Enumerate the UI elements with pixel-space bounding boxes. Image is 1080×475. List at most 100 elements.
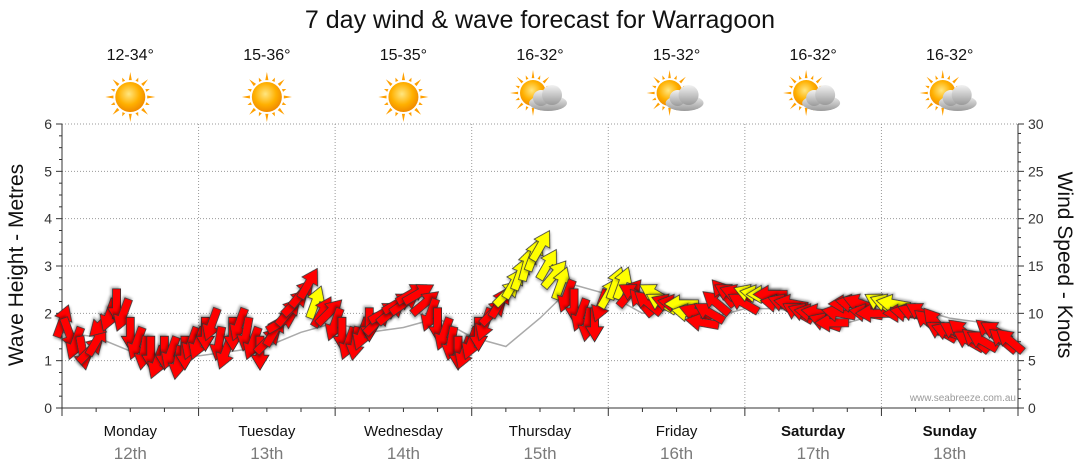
day-date-label: 13th	[250, 444, 283, 463]
sun-ray	[798, 75, 802, 80]
day-name-label: Monday	[104, 423, 158, 440]
sun-ray	[112, 107, 120, 115]
sun-ray	[110, 89, 116, 92]
cloud-shape	[938, 85, 977, 111]
weather-day-sunday: 16-32°	[919, 47, 977, 116]
sun-ray	[810, 75, 814, 80]
y-tick-left-label: 4	[44, 211, 52, 227]
day-name-label: Friday	[656, 423, 698, 440]
y-tick-right-label: 25	[1028, 163, 1044, 179]
weather-row: 12-34° 15-36° 15-35° 16-32° 15-32° 16-32° 16-3…	[105, 47, 977, 122]
cloud-shape	[529, 85, 567, 111]
sun-rays	[105, 72, 156, 122]
day-name-label: Thursday	[509, 423, 572, 440]
sun-ray	[283, 95, 292, 99]
chart-title: 7 day wind & wave forecast for Warragoon	[305, 6, 775, 34]
sun-ray	[281, 102, 287, 105]
sun-ray	[145, 102, 150, 105]
sun-ray	[789, 102, 797, 110]
sun-ray	[783, 91, 792, 95]
sun-ray	[788, 85, 793, 89]
cloud-puff	[542, 85, 562, 105]
sun-ray	[525, 75, 529, 80]
sun-ray	[265, 113, 269, 122]
sun-ray	[537, 75, 541, 80]
sun-ray	[925, 85, 930, 89]
day-date-label: 16th	[660, 444, 693, 463]
sun-ray	[135, 77, 139, 82]
y-tick-right-label: 15	[1028, 258, 1044, 274]
sun-ray	[249, 107, 256, 115]
y-tick-right-label: 20	[1028, 211, 1044, 227]
sun-ray	[378, 95, 387, 99]
sun-ray	[408, 112, 412, 117]
weather-day-monday: 12-34°	[105, 47, 156, 122]
sun-ray	[668, 107, 671, 116]
sun-ray	[662, 75, 666, 80]
temperature-range: 15-32°	[653, 47, 700, 64]
sun-ray	[277, 79, 285, 87]
sun-ray	[935, 106, 939, 111]
sun-ray	[112, 79, 120, 87]
sun-ray	[110, 102, 116, 105]
sun-ray	[271, 77, 275, 82]
sun-ray	[789, 76, 797, 84]
sun-ray	[281, 89, 287, 92]
sun-ray	[147, 95, 156, 99]
sun-ray	[926, 76, 934, 84]
sun-ray	[662, 106, 666, 111]
sun-ray	[401, 113, 405, 122]
cloud-puff	[815, 85, 836, 105]
y-tick-left-label: 5	[44, 163, 52, 179]
sun-ray	[141, 79, 148, 87]
sun-ray	[653, 102, 660, 110]
partly-cloudy-icon	[510, 70, 567, 116]
sun-ray	[952, 76, 959, 84]
sun-icon	[105, 72, 156, 122]
weather-day-tuesday: 15-36°	[241, 47, 292, 122]
temperature-range: 16-32°	[516, 47, 563, 64]
sun-ray	[277, 107, 285, 115]
sun-disc	[251, 82, 282, 112]
sun-ray	[652, 85, 657, 89]
axes: 0 1 2 3 4 5 6 0 5 10 15 20 25 30	[44, 116, 1044, 416]
partly-cloudy-icon	[919, 70, 977, 116]
y-tick-left-label: 3	[44, 258, 52, 274]
y-tick-left-label: 2	[44, 305, 52, 321]
sun-ray	[418, 89, 423, 92]
sun-ray	[418, 102, 423, 105]
sun-ray	[128, 113, 132, 122]
y-tick-right-label: 30	[1028, 116, 1044, 132]
sun-ray	[941, 70, 945, 79]
cloud-shape	[802, 85, 841, 111]
sun-ray	[788, 97, 793, 101]
sun-ray	[258, 112, 262, 117]
sun-ray	[516, 76, 524, 84]
sun-ray	[926, 102, 934, 110]
sun-ray	[408, 77, 412, 82]
sun-ray	[510, 91, 519, 95]
sun-ray	[531, 70, 535, 79]
sun-ray	[531, 107, 535, 116]
sun-ray	[420, 95, 429, 99]
sun-disc	[388, 82, 419, 112]
sun-ray	[122, 112, 126, 117]
day-date-label: 12th	[114, 444, 147, 463]
weather-day-saturday: 16-32°	[783, 47, 841, 116]
sun-ray	[804, 107, 808, 116]
sun-ray	[947, 75, 950, 80]
credit-text: www.seabreeze.com.au	[909, 393, 1016, 404]
sun-disc	[115, 82, 146, 112]
sun-ray	[653, 76, 660, 84]
sun-ray	[247, 102, 252, 105]
y-tick-right-label: 5	[1028, 353, 1036, 369]
y-tick-right-label: 10	[1028, 305, 1044, 321]
sun-ray	[128, 72, 132, 81]
sun-ray	[815, 76, 823, 84]
cloud-shape	[665, 85, 704, 111]
sun-ray	[516, 102, 524, 110]
day-name-label: Sunday	[923, 423, 978, 440]
sun-ray	[668, 70, 671, 79]
day-name-label: Tuesday	[238, 423, 295, 440]
sun-ray	[395, 112, 399, 117]
